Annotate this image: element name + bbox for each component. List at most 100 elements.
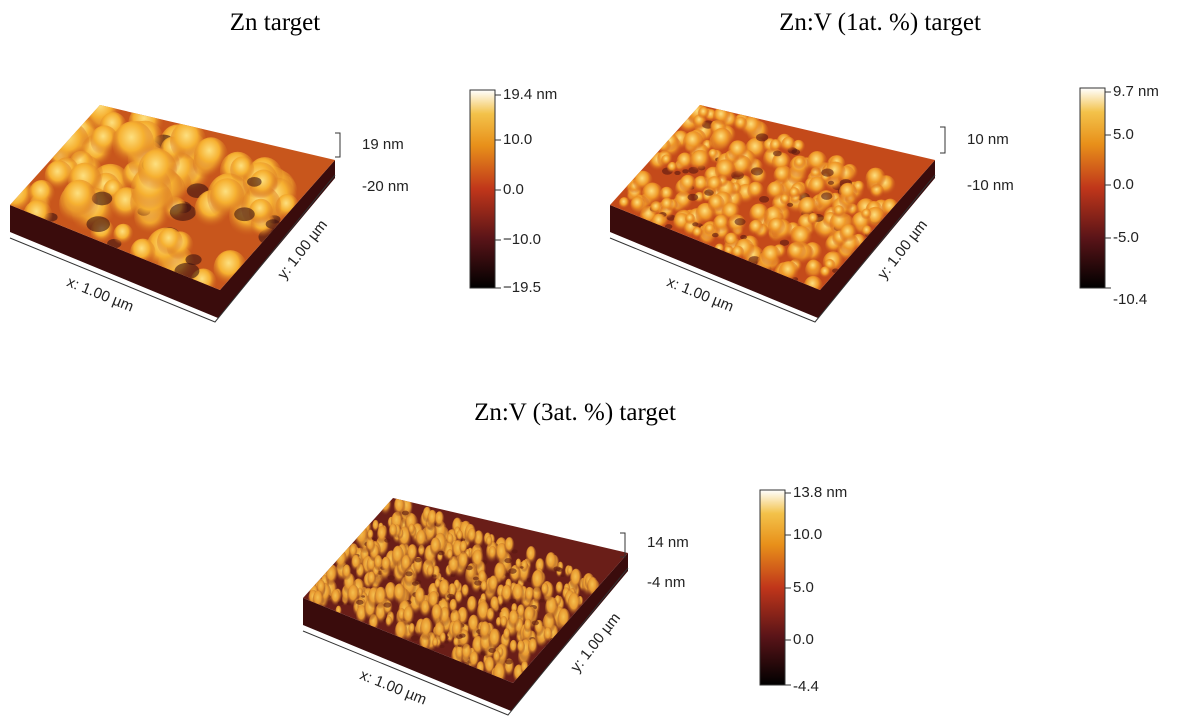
surface-bump [454, 590, 464, 606]
surface-bump [749, 203, 769, 226]
colorbar-label: 10.0 [503, 131, 532, 148]
surface-bump [685, 213, 696, 225]
surface-bump [400, 554, 412, 575]
colorbar-label: −19.5 [503, 279, 541, 296]
surface-pit [664, 224, 673, 230]
surface-bump [618, 197, 630, 210]
surface-bump [488, 546, 497, 562]
surface-bump [524, 586, 535, 605]
surface-bump [861, 208, 872, 220]
surface-pit [383, 602, 392, 608]
surface-bump [766, 181, 785, 202]
surface-pit [759, 195, 770, 203]
surface-bump [728, 140, 748, 162]
surface-bump [808, 176, 827, 198]
surface-pit [401, 510, 409, 516]
surface-pit [821, 168, 834, 177]
colorbar-label: -4.4 [793, 678, 819, 695]
z-bracket [940, 126, 946, 154]
surface-bump [210, 178, 245, 216]
surface-bump [500, 615, 508, 630]
panel-title: Zn:V (3at. %) target [474, 399, 676, 426]
surface-bump [325, 565, 338, 587]
surface-bump [489, 596, 500, 614]
surface-bump [466, 596, 478, 616]
surface-pit [411, 581, 419, 586]
surface-pit [371, 537, 376, 541]
surface-bump [833, 205, 845, 218]
colorbar-label: 9.7 nm [1113, 83, 1159, 100]
surface-bump [49, 121, 90, 166]
surface-pit [439, 644, 445, 649]
surface-pit [539, 598, 545, 603]
surface-bump [523, 618, 533, 634]
surface-bump [803, 275, 824, 290]
axis-line [609, 174, 936, 323]
surface-bump [660, 197, 674, 213]
x-axis-label: x: 1.00 µm [664, 273, 736, 315]
colorbar-label: 0.0 [1113, 176, 1134, 193]
surface-pit [508, 568, 517, 574]
surface-bump [44, 160, 73, 192]
z-label: -10 nm [967, 177, 1014, 194]
surface-bump [788, 187, 800, 200]
surface-side [303, 553, 628, 711]
colorbar [469, 89, 496, 289]
surface-bump [683, 131, 704, 154]
surface-bump [193, 137, 229, 175]
surface-pit [247, 177, 262, 187]
colorbar-label: -5.0 [1113, 229, 1139, 246]
surface-bump [692, 226, 703, 239]
surface-bump [471, 549, 484, 572]
surface-bump [661, 154, 672, 166]
surface-pit [431, 574, 437, 578]
surface-bump [761, 245, 782, 268]
surface-pit [791, 149, 801, 156]
surface-pit [687, 193, 699, 201]
surface-bump [793, 156, 806, 170]
z-label: -20 nm [362, 178, 409, 195]
surface-bump [420, 599, 431, 619]
surface-bump [419, 617, 434, 642]
panel: Zn:V (3at. %) target 14 nm -4 nm x: 1.00 µm… [302, 399, 847, 716]
surface-bump [712, 214, 730, 234]
surface-pit [169, 203, 197, 221]
surface-pit [337, 601, 344, 606]
colorbar [759, 489, 786, 686]
surface-bump [713, 107, 731, 127]
surface-bump [734, 116, 748, 132]
surface-pit [750, 167, 764, 176]
surface-pit [465, 565, 473, 571]
surface-pit [504, 558, 513, 564]
surface-bump [708, 148, 719, 160]
surface-bump [707, 194, 725, 214]
surface-pit [86, 216, 110, 232]
surface-bump [365, 537, 376, 555]
colorbar-label: 13.8 nm [793, 484, 847, 501]
surface-bump [434, 511, 445, 530]
surface-pit [387, 575, 395, 581]
surface-pit [553, 566, 561, 572]
surface-texture [618, 105, 899, 290]
surface-bump [781, 136, 796, 153]
surface-bump [769, 139, 782, 153]
surface-bump [676, 152, 694, 172]
surface-bump [724, 232, 739, 249]
surface-pit [356, 599, 364, 605]
surface-bump [819, 266, 831, 279]
surface-bump [706, 176, 723, 194]
surface-pit [414, 557, 422, 563]
surface-bump [480, 580, 488, 594]
surface-bump [488, 628, 502, 653]
surface-pit [185, 254, 202, 266]
surface-bump [415, 529, 428, 551]
surface-bump [641, 182, 664, 207]
surface-pit [504, 659, 513, 665]
surface-bump [393, 583, 406, 606]
surface-bump [431, 604, 443, 626]
surface-pit [734, 218, 746, 226]
surface-pit [674, 170, 681, 176]
surface-pit [410, 635, 420, 641]
surface-bump [408, 523, 416, 536]
